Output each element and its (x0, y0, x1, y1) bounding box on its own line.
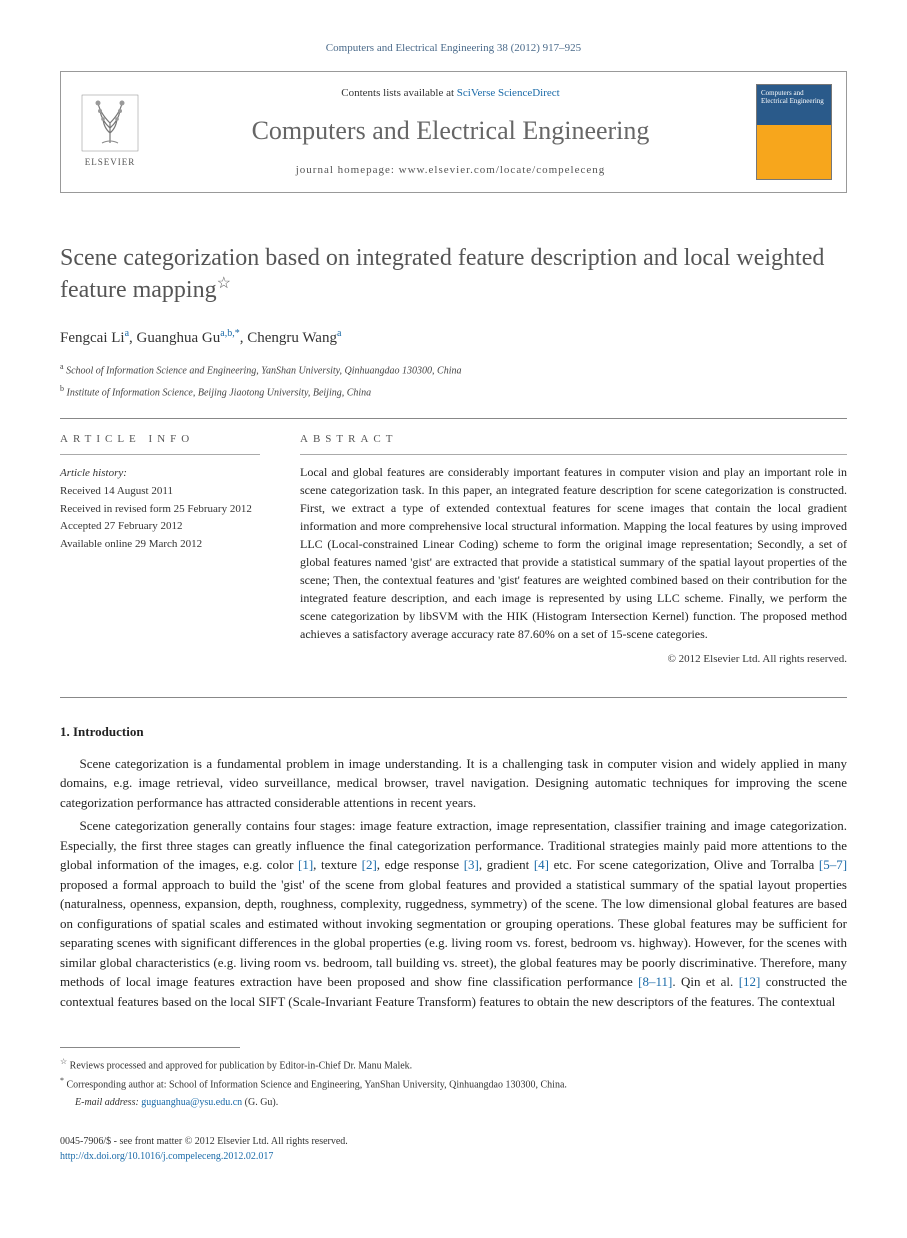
contents-available-line: Contents lists available at SciVerse Sci… (159, 85, 742, 102)
affil-b-sup: b (60, 384, 64, 393)
history-line-4: Available online 29 March 2012 (60, 536, 260, 553)
abstract-heading: ABSTRACT (300, 431, 847, 448)
title-text: Scene categorization based on integrated… (60, 245, 824, 303)
history-line-1: Received 14 August 2011 (60, 483, 260, 500)
authors-line: Fengcai Lia, Guanghua Gua,b,*, Chengru W… (60, 326, 847, 350)
info-abstract-row: ARTICLE INFO Article history: Received 1… (60, 431, 847, 667)
affil-a-text: School of Information Science and Engine… (66, 366, 461, 377)
footnote-2-sup: * (60, 1076, 64, 1085)
history-line-3: Accepted 27 February 2012 (60, 518, 260, 535)
intro-para-1: Scene categorization is a fundamental pr… (60, 754, 847, 813)
elsevier-logo: ELSEVIER (75, 92, 145, 172)
footnote-1-sup: ☆ (60, 1057, 67, 1066)
footnote-email: E-mail address: guguanghua@ysu.edu.cn (G… (60, 1095, 847, 1110)
journal-reference: Computers and Electrical Engineering 38 … (60, 40, 847, 57)
citation-ref[interactable]: [3] (464, 857, 479, 872)
history-line-2: Received in revised form 25 February 201… (60, 501, 260, 518)
affiliation-a: a School of Information Science and Engi… (60, 361, 847, 378)
elsevier-label: ELSEVIER (85, 156, 136, 170)
author-3: Chengru Wanga (247, 330, 341, 346)
affil-b-text: Institute of Information Science, Beijin… (67, 387, 372, 398)
citation-ref[interactable]: [5–7] (819, 857, 847, 872)
footnote-2: * Corresponding author at: School of Inf… (60, 1075, 847, 1092)
journal-cover-thumbnail: Computers and Electrical Engineering (756, 84, 832, 180)
homepage-line: journal homepage: www.elsevier.com/locat… (159, 162, 742, 179)
abstract-text: Local and global features are considerab… (300, 463, 847, 643)
article-info-column: ARTICLE INFO Article history: Received 1… (60, 431, 260, 667)
author-2: Guanghua Gua,b,* (137, 330, 240, 346)
title-star-icon: ☆ (217, 275, 231, 292)
author-3-sup: a (337, 328, 341, 339)
intro-para-2: Scene categorization generally contains … (60, 816, 847, 1011)
elsevier-tree-icon (80, 93, 140, 153)
homepage-url[interactable]: www.elsevier.com/locate/compeleceng (399, 164, 606, 176)
author-2-name: Guanghua Gu (137, 330, 221, 346)
info-divider (60, 454, 260, 455)
citation-ref[interactable]: [1] (298, 857, 313, 872)
citation-ref[interactable]: [12] (739, 974, 761, 989)
author-1-sup: a (125, 328, 129, 339)
journal-header-box: ELSEVIER Contents lists available at Sci… (60, 71, 847, 193)
footnote-1-text: Reviews processed and approved for publi… (70, 1060, 413, 1071)
footer-line-1: 0045-7906/$ - see front matter © 2012 El… (60, 1134, 847, 1149)
footer-block: 0045-7906/$ - see front matter © 2012 El… (60, 1134, 847, 1164)
abs-divider (300, 454, 847, 455)
footnote-2-text: Corresponding author at: School of Infor… (67, 1080, 567, 1091)
homepage-prefix: journal homepage: (296, 164, 399, 176)
article-title: Scene categorization based on integrated… (60, 243, 847, 306)
affiliation-b: b Institute of Information Science, Beij… (60, 383, 847, 400)
author-1-name: Fengcai Li (60, 330, 125, 346)
citation-ref[interactable]: [8–11] (638, 974, 672, 989)
header-center: Contents lists available at SciVerse Sci… (159, 85, 742, 179)
citation-ref[interactable]: [2] (362, 857, 377, 872)
footnote-1: ☆ Reviews processed and approved for pub… (60, 1056, 847, 1073)
article-info-heading: ARTICLE INFO (60, 431, 260, 448)
email-suffix: (G. Gu). (245, 1097, 279, 1108)
section-1-heading: 1. Introduction (60, 722, 847, 742)
cover-title: Computers and Electrical Engineering (757, 85, 831, 125)
affil-a-sup: a (60, 362, 64, 371)
sciverse-link[interactable]: SciVerse ScienceDirect (457, 87, 560, 99)
abstract-copyright: © 2012 Elsevier Ltd. All rights reserved… (300, 651, 847, 668)
journal-name: Computers and Electrical Engineering (159, 111, 742, 150)
footer-doi[interactable]: http://dx.doi.org/10.1016/j.compeleceng.… (60, 1149, 847, 1164)
article-history-label: Article history: (60, 465, 260, 482)
email-link[interactable]: guguanghua@ysu.edu.cn (141, 1097, 242, 1108)
abstract-column: ABSTRACT Local and global features are c… (300, 431, 847, 667)
citation-ref[interactable]: [4] (534, 857, 549, 872)
divider (60, 418, 847, 419)
email-label: E-mail address: (75, 1097, 139, 1108)
footnote-divider (60, 1047, 240, 1048)
author-1: Fengcai Lia (60, 330, 129, 346)
author-3-name: Chengru Wang (247, 330, 337, 346)
author-2-sup: a,b,* (220, 328, 239, 339)
divider-2 (60, 697, 847, 698)
contents-prefix: Contents lists available at (341, 87, 456, 99)
